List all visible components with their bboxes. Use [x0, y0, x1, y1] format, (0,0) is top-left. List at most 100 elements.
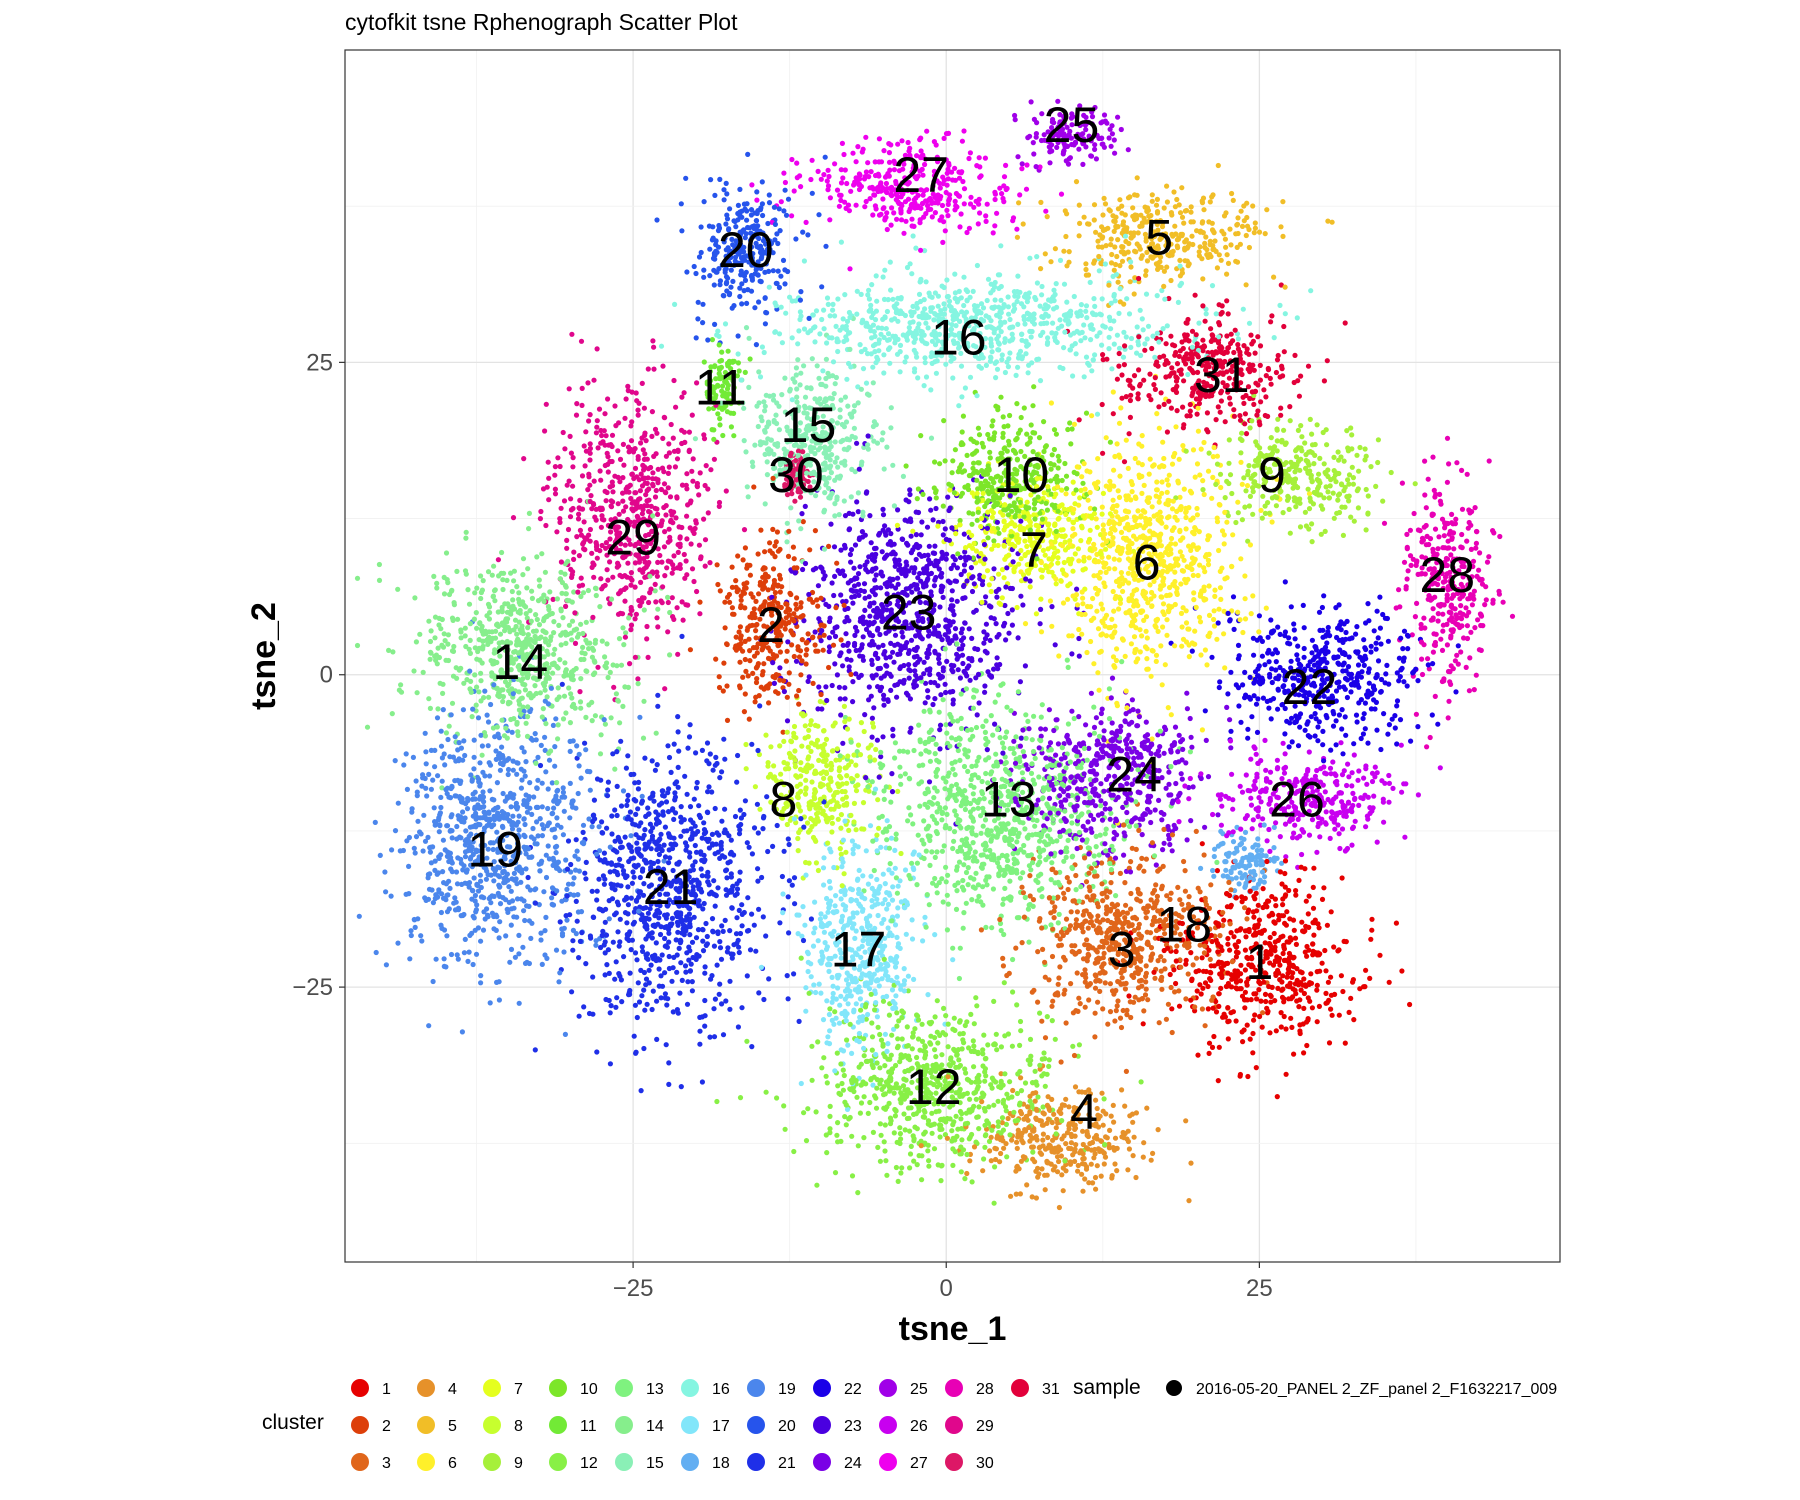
scatter-point-cluster-23	[982, 683, 988, 689]
scatter-point-cluster-17	[868, 873, 874, 879]
scatter-point-cluster-6	[1076, 558, 1082, 564]
scatter-point-cluster-21	[669, 978, 675, 984]
scatter-point-cluster-4	[1059, 1172, 1065, 1178]
scatter-point-cluster-21	[757, 703, 763, 709]
scatter-point-cluster-27	[855, 144, 861, 150]
scatter-point-cluster-2	[807, 547, 813, 553]
scatter-point-cluster-3	[1092, 972, 1098, 978]
scatter-point-cluster-27	[844, 180, 850, 187]
scatter-point-cluster-29	[562, 446, 568, 452]
scatter-point-cluster-14	[467, 637, 473, 644]
scatter-point-cluster-29	[623, 396, 629, 402]
scatter-point-cluster-27	[905, 139, 911, 146]
scatter-point-cluster-25	[1115, 114, 1121, 120]
scatter-point-cluster-20	[766, 200, 773, 206]
scatter-point-cluster-24	[1111, 836, 1117, 842]
scatter-point-cluster-3	[1244, 916, 1250, 922]
scatter-point-cluster-8	[844, 773, 850, 779]
scatter-point-cluster-19	[564, 886, 570, 893]
scatter-point-cluster-9	[1298, 423, 1304, 429]
scatter-point-cluster-6	[1128, 641, 1134, 647]
scatter-point-cluster-16	[999, 352, 1005, 358]
scatter-point-cluster-5	[1230, 197, 1236, 203]
scatter-point-cluster-6	[1181, 486, 1187, 492]
scatter-point-cluster-21	[709, 841, 716, 847]
scatter-point-cluster-15	[692, 436, 699, 442]
scatter-point-cluster-18	[1220, 840, 1226, 847]
scatter-point-cluster-13	[1001, 745, 1007, 751]
scatter-point-cluster-1	[1251, 914, 1257, 920]
scatter-point-cluster-3	[1056, 943, 1062, 949]
scatter-point-cluster-9	[1287, 530, 1293, 536]
scatter-point-cluster-6	[1168, 712, 1174, 718]
scatter-point-cluster-5	[1115, 237, 1121, 243]
scatter-point-cluster-23	[888, 687, 894, 694]
scatter-point-cluster-27	[853, 159, 859, 165]
scatter-point-cluster-6	[1191, 590, 1197, 596]
scatter-point-cluster-23	[871, 619, 877, 625]
scatter-point-cluster-16	[672, 301, 678, 307]
scatter-point-cluster-10	[1027, 435, 1033, 441]
scatter-point-cluster-19	[466, 949, 472, 955]
scatter-point-cluster-17	[840, 837, 847, 843]
scatter-point-cluster-29	[577, 689, 583, 695]
scatter-point-cluster-17	[826, 878, 833, 885]
scatter-point-cluster-13	[943, 879, 949, 885]
scatter-point-cluster-23	[867, 613, 873, 619]
scatter-point-cluster-5	[1143, 268, 1149, 274]
scatter-point-cluster-16	[933, 370, 940, 376]
scatter-point-cluster-21	[618, 738, 624, 744]
scatter-point-cluster-19	[447, 885, 453, 892]
scatter-point-cluster-29	[674, 456, 681, 462]
scatter-point-cluster-29	[586, 418, 592, 424]
scatter-point-cluster-1	[1284, 909, 1290, 915]
scatter-point-cluster-24	[1102, 841, 1108, 847]
scatter-point-cluster-9	[1368, 464, 1374, 470]
scatter-point-cluster-4	[1186, 1198, 1192, 1204]
scatter-point-cluster-29	[681, 390, 687, 396]
scatter-point-cluster-27	[794, 160, 800, 166]
scatter-point-cluster-14	[386, 647, 392, 654]
scatter-point-cluster-23	[888, 640, 894, 647]
scatter-point-cluster-21	[649, 758, 655, 764]
scatter-point-cluster-16	[872, 333, 878, 339]
scatter-point-cluster-1	[1169, 1006, 1175, 1012]
scatter-point-cluster-14	[510, 578, 517, 584]
scatter-point-cluster-8	[843, 849, 849, 855]
scatter-point-cluster-21	[746, 844, 752, 850]
scatter-point-cluster-10	[903, 463, 909, 469]
scatter-point-cluster-14	[395, 586, 401, 592]
scatter-point-cluster-22	[1254, 729, 1261, 736]
scatter-point-cluster-1	[1251, 1017, 1257, 1023]
scatter-point-cluster-6	[1162, 662, 1168, 668]
scatter-point-cluster-22	[1394, 703, 1400, 709]
scatter-point-cluster-6	[1109, 616, 1115, 622]
scatter-point-cluster-17	[897, 878, 903, 884]
scatter-point-cluster-9	[1312, 452, 1318, 458]
scatter-point-cluster-5	[1246, 244, 1252, 251]
scatter-point-cluster-31	[1187, 408, 1193, 414]
scatter-point-cluster-27	[906, 208, 912, 215]
scatter-point-cluster-23	[875, 625, 881, 632]
scatter-point-cluster-1	[1258, 998, 1264, 1004]
scatter-point-cluster-29	[564, 537, 570, 544]
scatter-point-cluster-22	[1270, 696, 1277, 702]
scatter-point-cluster-28	[1453, 516, 1459, 522]
scatter-point-cluster-14	[514, 584, 520, 590]
scatter-point-cluster-4	[1082, 1176, 1088, 1182]
scatter-point-cluster-27	[839, 140, 846, 146]
scatter-point-cluster-29	[686, 429, 693, 435]
scatter-point-cluster-23	[922, 700, 928, 706]
scatter-point-cluster-17	[821, 855, 827, 861]
scatter-point-cluster-23	[954, 598, 960, 604]
scatter-point-cluster-15	[823, 356, 830, 362]
scatter-point-cluster-3	[1182, 888, 1188, 894]
scatter-point-cluster-7	[1041, 490, 1047, 496]
scatter-point-cluster-1	[1225, 941, 1231, 947]
scatter-point-cluster-21	[737, 869, 743, 875]
scatter-point-cluster-6	[1129, 489, 1135, 495]
scatter-point-cluster-22	[1319, 604, 1325, 611]
scatter-point-cluster-19	[529, 920, 535, 926]
scatter-point-cluster-1	[1291, 927, 1297, 933]
scatter-point-cluster-31	[1231, 407, 1237, 413]
